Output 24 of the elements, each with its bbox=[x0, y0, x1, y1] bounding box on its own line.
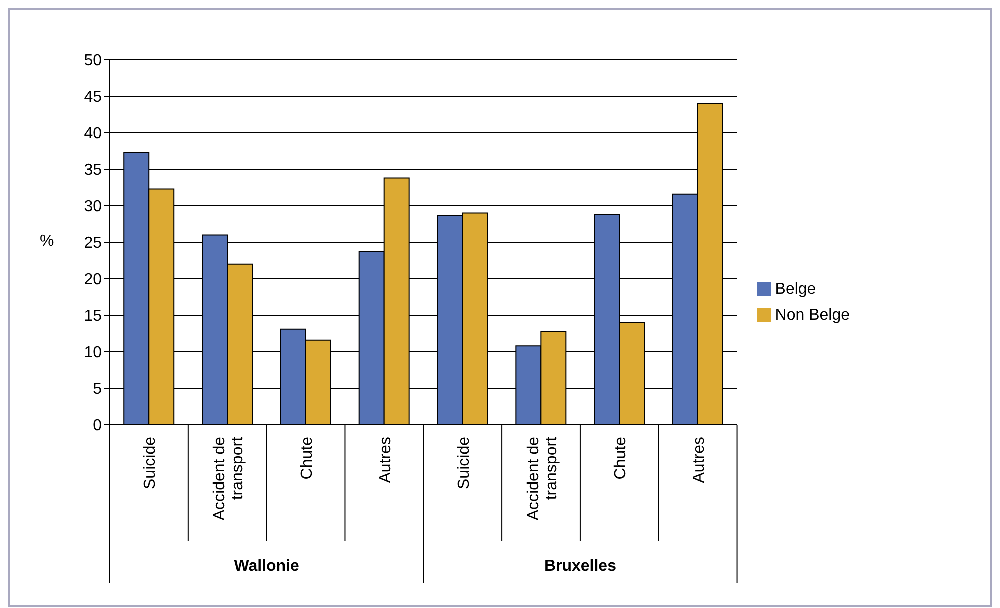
legend-label: Belge bbox=[775, 280, 816, 298]
y-tick-label: 30 bbox=[84, 198, 102, 216]
y-tick-label: 35 bbox=[84, 162, 102, 180]
x-tick-label: Chute bbox=[299, 436, 316, 480]
y-tick-label: 5 bbox=[93, 381, 102, 398]
x-tick-label: Autres bbox=[691, 437, 708, 484]
x-tick-label: Chute bbox=[612, 436, 630, 480]
text: Wallonie bbox=[234, 558, 300, 575]
text: Bruxelles bbox=[544, 558, 617, 575]
x-tick-label: Suicide bbox=[142, 436, 160, 490]
legend-label: Non Belge bbox=[775, 306, 850, 324]
x-tick-label: Accident de transport bbox=[212, 436, 247, 521]
x-tick-label: Suicide bbox=[456, 436, 473, 490]
y-tick-label: 15 bbox=[84, 308, 102, 326]
y-axis-title: % bbox=[40, 232, 54, 250]
y-tick-label: 0 bbox=[93, 418, 102, 435]
y-tick-label: 40 bbox=[84, 126, 102, 143]
y-tick-label: 25 bbox=[84, 235, 102, 252]
y-tick-label: 10 bbox=[84, 344, 102, 362]
x-tick-label: Autres bbox=[377, 437, 394, 484]
x-tick-label: Accident de transport bbox=[525, 436, 560, 521]
y-tick-label: 20 bbox=[84, 272, 102, 289]
y-tick-label: 50 bbox=[84, 52, 102, 70]
y-tick-label: 45 bbox=[84, 89, 102, 106]
